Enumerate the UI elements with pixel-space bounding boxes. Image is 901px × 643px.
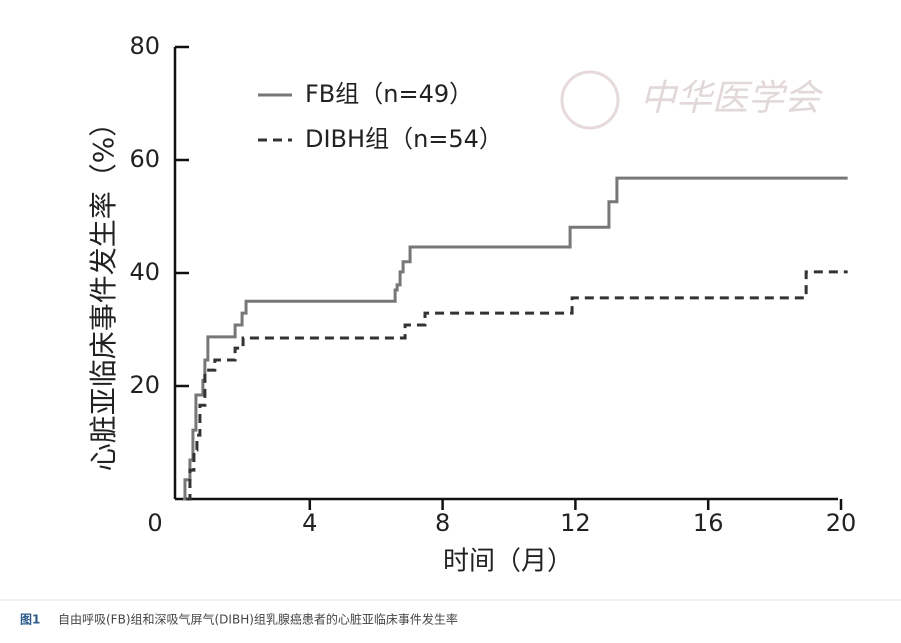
x-tick-label: 20	[826, 509, 857, 537]
watermark: 中华医学会	[640, 78, 824, 119]
y-tick-label: 20	[129, 371, 160, 399]
caption-label: 图1	[20, 613, 40, 627]
x-tick-label: 16	[693, 509, 724, 537]
x-tick-label: 4	[302, 509, 317, 537]
y-tick-label: 80	[129, 32, 160, 60]
caption-text: 自由呼吸(FB)组和深吸气屏气(DIBH)组乳腺癌患者的心脏亚临床事件发生率	[58, 612, 458, 627]
watermark-logo	[560, 70, 620, 130]
y-tick-label: 40	[129, 258, 160, 286]
x-axis-title: 时间（月）	[443, 547, 573, 577]
y-axis-title: 心脏亚临床事件发生率（%）	[87, 109, 120, 472]
legend-label: FB组（n=49）	[305, 80, 473, 108]
legend-label: DIBH组（n=54）	[305, 125, 503, 153]
x-tick-label: 0	[147, 509, 162, 537]
x-tick-label: 12	[560, 509, 591, 537]
y-tick-label: 60	[129, 145, 160, 173]
km-curve	[185, 270, 848, 501]
km-curve	[182, 176, 848, 501]
x-tick-label: 8	[435, 509, 450, 537]
